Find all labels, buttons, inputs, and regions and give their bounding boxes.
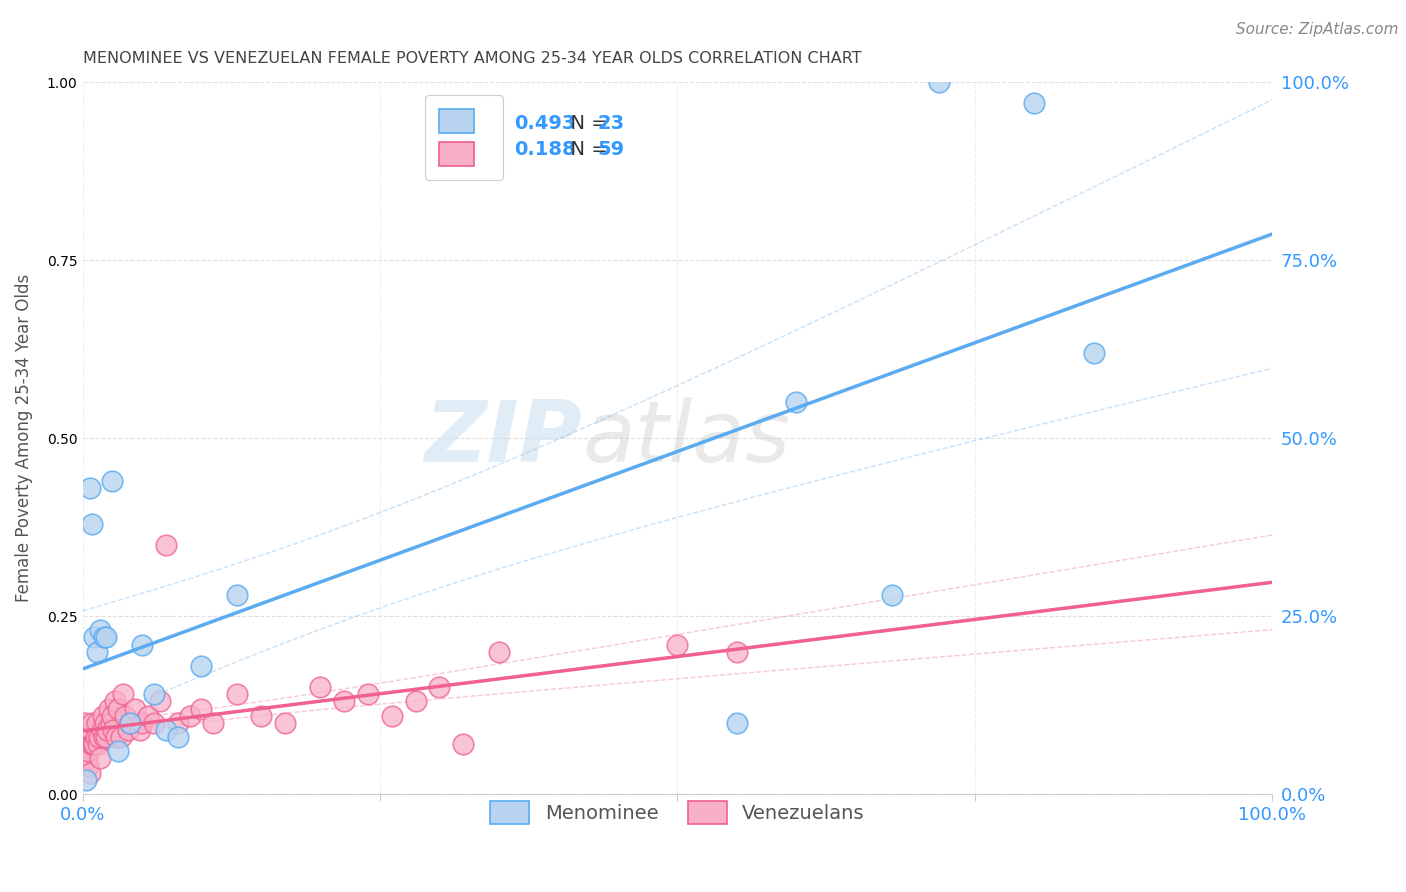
- Point: [101, 474, 124, 488]
- Text: Source: ZipAtlas.com: Source: ZipAtlas.com: [1236, 22, 1399, 37]
- Point: [725, 715, 748, 730]
- Point: [166, 715, 188, 730]
- Point: [90, 723, 112, 737]
- Point: [87, 737, 110, 751]
- Point: [120, 715, 142, 730]
- Point: [104, 694, 127, 708]
- Point: [128, 723, 150, 737]
- Point: [107, 701, 129, 715]
- Point: [97, 701, 120, 715]
- Text: R =: R =: [470, 140, 512, 160]
- Point: [131, 638, 153, 652]
- Point: [93, 730, 115, 744]
- Point: [100, 715, 122, 730]
- Legend: Menominee, Venezuelans: Menominee, Venezuelans: [481, 791, 875, 834]
- Point: [274, 715, 297, 730]
- Point: [114, 708, 136, 723]
- Point: [190, 659, 212, 673]
- Point: [96, 723, 118, 737]
- Text: 0.188: 0.188: [515, 140, 576, 160]
- Text: 0.493: 0.493: [515, 114, 576, 133]
- Text: R =: R =: [470, 114, 512, 133]
- Point: [142, 687, 165, 701]
- Point: [104, 730, 127, 744]
- Point: [86, 715, 108, 730]
- Point: [309, 680, 332, 694]
- Point: [179, 708, 201, 723]
- Point: [357, 687, 380, 701]
- Point: [381, 708, 404, 723]
- Point: [928, 75, 950, 89]
- Point: [333, 694, 356, 708]
- Point: [429, 680, 451, 694]
- Text: MENOMINEE VS VENEZUELAN FEMALE POVERTY AMONG 25-34 YEAR OLDS CORRELATION CHART: MENOMINEE VS VENEZUELAN FEMALE POVERTY A…: [83, 51, 860, 66]
- Point: [80, 723, 103, 737]
- Point: [124, 701, 146, 715]
- Point: [86, 645, 108, 659]
- Text: N =: N =: [558, 140, 614, 160]
- Point: [80, 516, 103, 531]
- Point: [77, 744, 100, 758]
- Point: [96, 631, 118, 645]
- Text: 23: 23: [598, 114, 624, 133]
- Point: [226, 687, 249, 701]
- Point: [166, 730, 188, 744]
- Point: [89, 624, 111, 638]
- Point: [77, 758, 100, 772]
- Point: [79, 765, 101, 780]
- Point: [76, 751, 98, 765]
- Point: [226, 588, 249, 602]
- Point: [785, 395, 807, 409]
- Point: [149, 694, 172, 708]
- Point: [80, 715, 103, 730]
- Point: [82, 737, 104, 751]
- Point: [155, 538, 177, 552]
- Point: [96, 730, 118, 744]
- Point: [120, 715, 142, 730]
- Point: [117, 723, 139, 737]
- Point: [725, 645, 748, 659]
- Point: [75, 772, 97, 787]
- Point: [202, 715, 225, 730]
- Point: [83, 631, 105, 645]
- Point: [103, 723, 125, 737]
- Point: [110, 730, 132, 744]
- Point: [453, 737, 475, 751]
- Point: [84, 730, 107, 744]
- Point: [94, 715, 117, 730]
- Text: N =: N =: [558, 114, 614, 133]
- Point: [107, 744, 129, 758]
- Point: [136, 708, 159, 723]
- Point: [83, 737, 105, 751]
- Point: [1024, 96, 1046, 111]
- Point: [488, 645, 510, 659]
- Point: [101, 708, 124, 723]
- Point: [1083, 345, 1105, 359]
- Point: [155, 723, 177, 737]
- Point: [190, 701, 212, 715]
- Point: [250, 708, 273, 723]
- Point: [93, 631, 115, 645]
- Point: [91, 708, 114, 723]
- Point: [131, 715, 153, 730]
- Point: [75, 730, 97, 744]
- Y-axis label: Female Poverty Among 25-34 Year Olds: Female Poverty Among 25-34 Year Olds: [15, 274, 32, 602]
- Point: [405, 694, 427, 708]
- Point: [89, 730, 111, 744]
- Point: [111, 687, 134, 701]
- Point: [73, 715, 96, 730]
- Text: atlas: atlas: [582, 397, 790, 480]
- Point: [79, 481, 101, 495]
- Point: [142, 715, 165, 730]
- Point: [880, 588, 903, 602]
- Point: [75, 744, 97, 758]
- Text: 59: 59: [598, 140, 624, 160]
- Point: [89, 751, 111, 765]
- Point: [80, 737, 103, 751]
- Point: [666, 638, 689, 652]
- Text: ZIP: ZIP: [425, 397, 582, 480]
